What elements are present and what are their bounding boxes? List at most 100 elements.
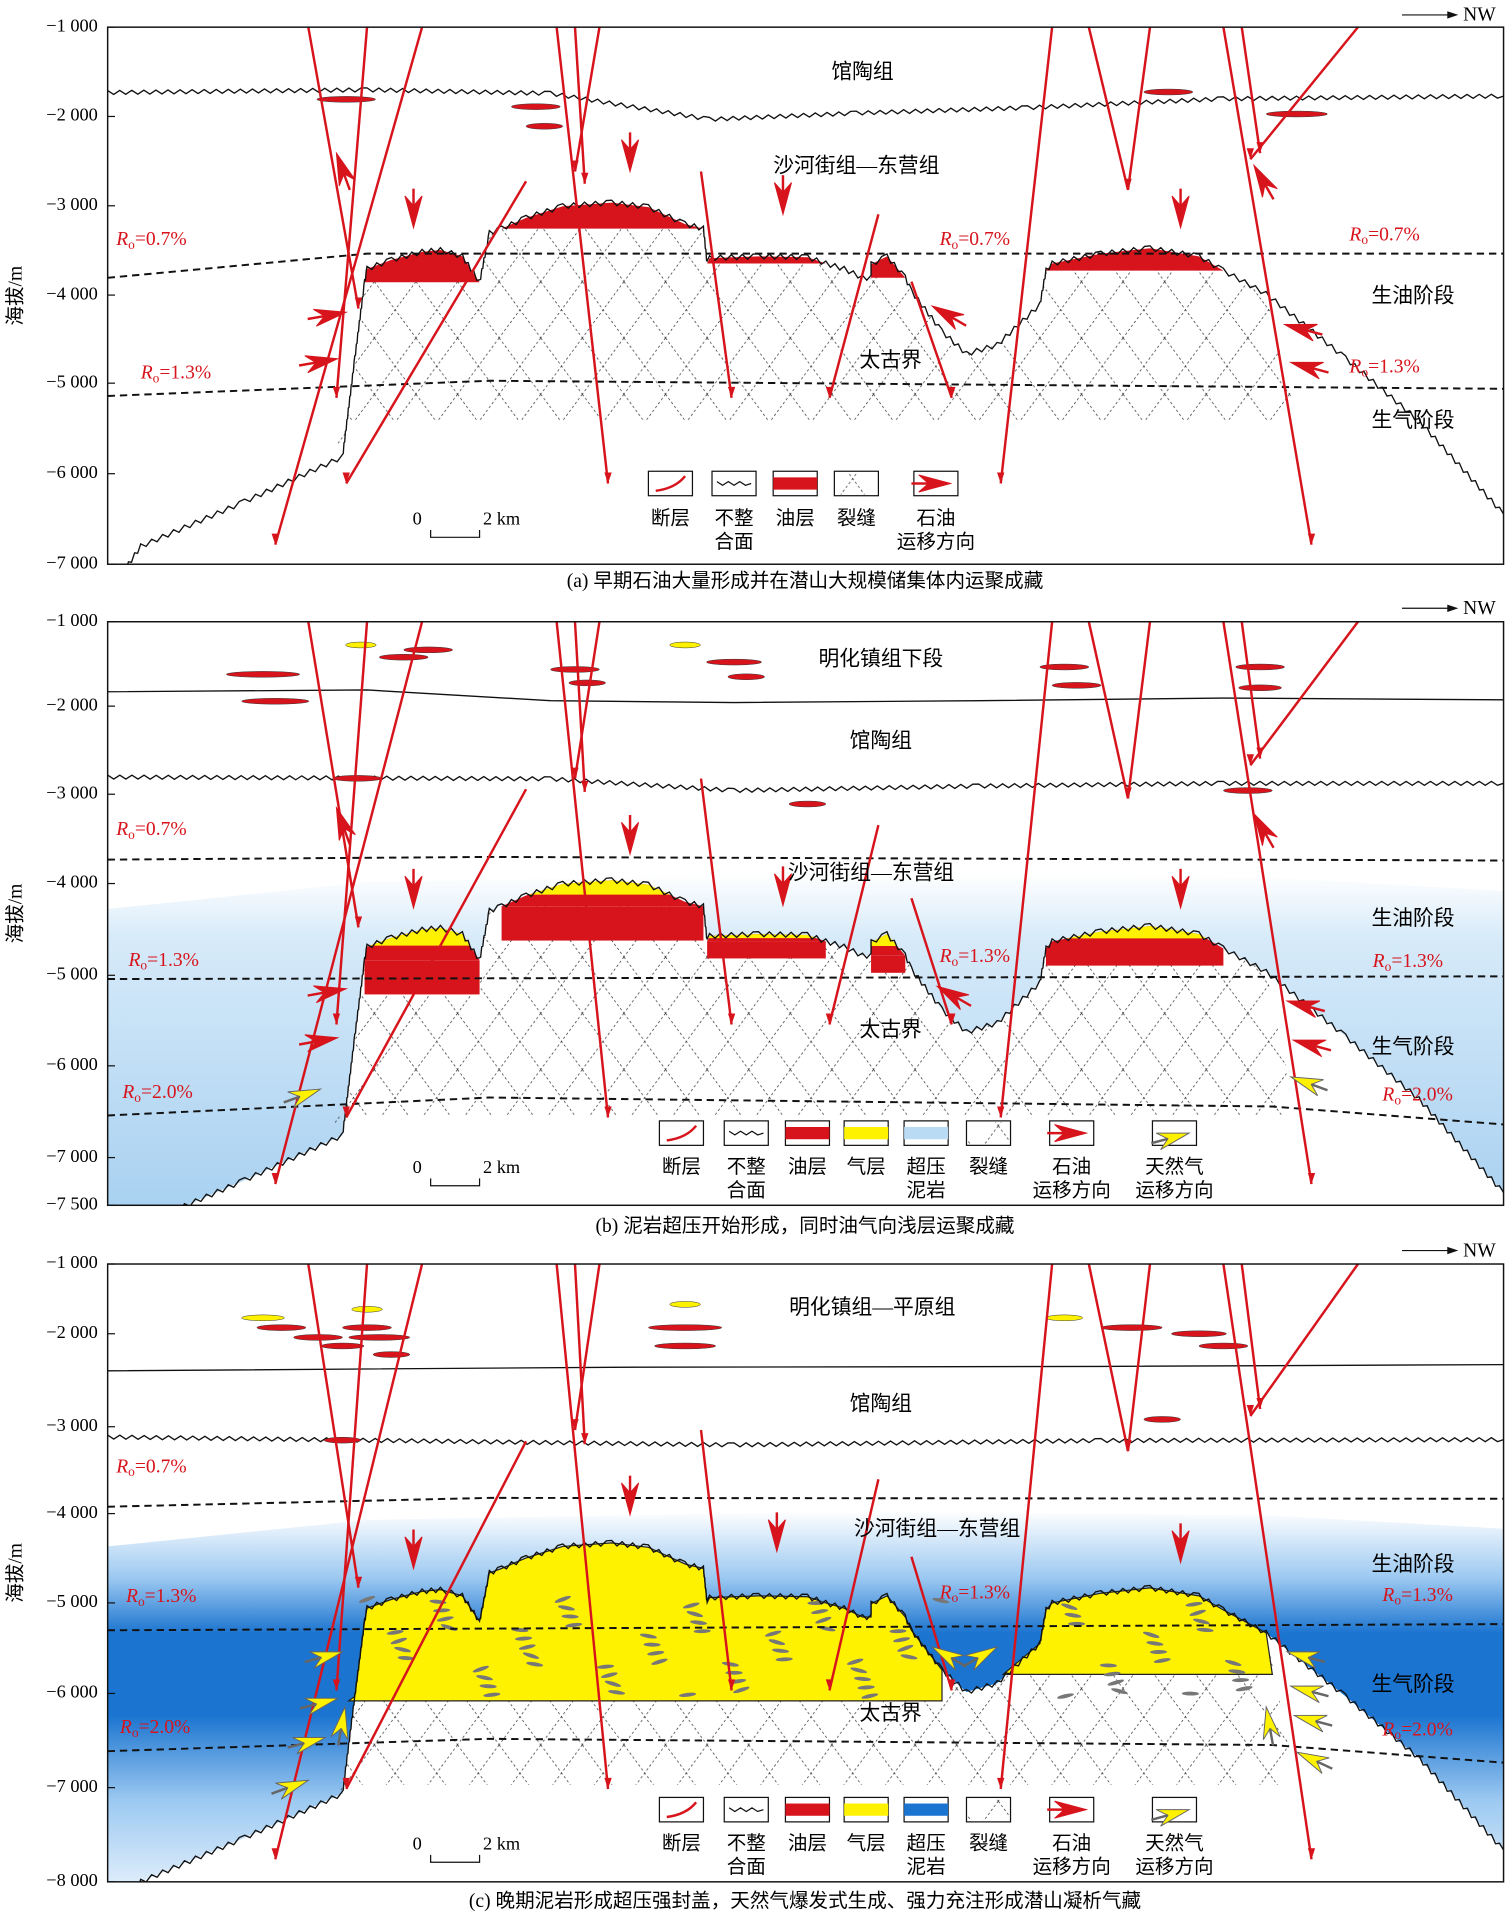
- north-label: NW: [1463, 598, 1496, 619]
- arrow-shaft: [1307, 1005, 1326, 1013]
- arrow-shaft: [1151, 1137, 1169, 1145]
- ro-line: [107, 379, 1504, 397]
- ro-value: =2.0%: [139, 1717, 191, 1738]
- legend-item: 裂缝: [833, 470, 880, 530]
- ro-line: [107, 1737, 1504, 1764]
- fault: [555, 27, 610, 484]
- legend-label: 断层: [651, 508, 690, 530]
- fault: [345, 1440, 528, 1790]
- ro-line: [107, 252, 1504, 279]
- gas-streak: [775, 1657, 793, 1662]
- fault-arrow: [271, 533, 279, 545]
- fault-arrow: [342, 1777, 350, 1789]
- y-tick-label: −2 000: [46, 694, 98, 714]
- fault: [1222, 27, 1313, 545]
- oil-migration-arrow: [930, 305, 967, 330]
- gas-streak: [679, 1692, 697, 1697]
- legend-unconformity: [728, 1130, 764, 1136]
- oil-migration-arrow: [1171, 1523, 1190, 1565]
- ro-subscript: o: [134, 1090, 141, 1105]
- ro-label: Ro=1.3%: [140, 363, 211, 386]
- oil-migration-arrow: [1253, 163, 1278, 200]
- legend-fracture: [967, 1798, 1010, 1821]
- layer-label: 馆陶组: [831, 60, 893, 83]
- legend-label: 运移方向: [1135, 1856, 1213, 1878]
- gas-streak: [600, 1672, 618, 1679]
- legend-label: 天然气: [1145, 1156, 1204, 1178]
- layer-label: 明化镇组—平原组: [789, 1296, 955, 1319]
- fault-arrow: [825, 386, 834, 398]
- fault-arrow: [354, 297, 363, 309]
- arrow-head: [304, 355, 340, 374]
- gas-streak: [1068, 1621, 1086, 1626]
- arrow-head: [1291, 1039, 1327, 1058]
- ro-symbol: R: [939, 230, 952, 251]
- fault-arrow: [342, 472, 350, 484]
- legend-box: [658, 1796, 705, 1823]
- y-tick-label: −8 000: [46, 1870, 98, 1890]
- legend-label: 石油: [1052, 1833, 1091, 1855]
- fault: [1087, 1264, 1130, 1452]
- ro-subscript: o: [128, 237, 135, 252]
- gas-streak: [554, 1595, 571, 1603]
- scale-label: 0: [413, 508, 422, 528]
- gas-streak: [772, 1648, 790, 1653]
- ro-symbol: R: [939, 947, 952, 968]
- arrow-head: [1253, 812, 1278, 846]
- gas-streak: [1107, 1679, 1124, 1686]
- ro-symbol: R: [1381, 1720, 1394, 1741]
- gas-migration-arrow: [1262, 1705, 1281, 1746]
- fault: [910, 897, 953, 1025]
- ro-label: Ro=0.7%: [115, 1457, 186, 1480]
- fault: [573, 1264, 587, 1445]
- oil-migration-arrow: [1171, 868, 1190, 910]
- oil-layer: [364, 250, 480, 283]
- oil-lens: [379, 654, 429, 661]
- arrow-head: [335, 805, 356, 841]
- gas-migration-arrow: [1288, 1076, 1328, 1097]
- arrow-head: [313, 985, 349, 1004]
- oil-lens: [293, 1334, 343, 1341]
- ro-subscript: o: [1361, 232, 1368, 247]
- gas-streak: [639, 1633, 657, 1639]
- gas-streak: [1146, 1641, 1164, 1646]
- gas-streak: [900, 1654, 918, 1660]
- oil-migration-arrow: [1047, 1800, 1089, 1819]
- gas-streak: [561, 1614, 579, 1619]
- arrow-shaft: [1315, 1719, 1333, 1727]
- gas-lens: [351, 1306, 383, 1313]
- ro-value: =1.3%: [958, 947, 1010, 968]
- ro-value: =2.0%: [1401, 1720, 1453, 1741]
- oil-layer: [707, 941, 826, 959]
- legend-item: 断层: [658, 1120, 705, 1178]
- arrow-shaft: [1311, 1690, 1329, 1698]
- ro-symbol: R: [1381, 1085, 1394, 1106]
- ro-subscript: o: [952, 954, 959, 969]
- ro-value: =1.3%: [159, 363, 211, 384]
- oil-lens: [241, 698, 310, 705]
- fault: [828, 214, 880, 399]
- oil-lens: [1198, 1342, 1249, 1350]
- legend-label: 油层: [776, 508, 815, 530]
- arrow-shaft: [1310, 1083, 1328, 1092]
- legend-oil: [785, 1803, 830, 1816]
- oil-lens: [348, 1334, 411, 1341]
- gas-layer: [1066, 926, 1207, 939]
- y-tick-label: −2 000: [46, 105, 98, 125]
- layer-label: 沙河街组—东营组: [854, 1517, 1020, 1540]
- gas-streak: [1099, 1663, 1117, 1668]
- oil-lens: [1238, 684, 1282, 691]
- legend-gas: [844, 1803, 889, 1816]
- gas-streak: [608, 1690, 626, 1695]
- arrow-head: [1288, 1685, 1324, 1704]
- gas-migration-arrow: [1151, 1132, 1191, 1151]
- fault-arrow: [948, 1013, 956, 1025]
- fault: [1249, 1264, 1359, 1417]
- ro-label: Ro=1.3%: [1348, 357, 1419, 380]
- gas-migration-arrow: [271, 1779, 311, 1800]
- oil-migration-arrow: [335, 151, 356, 191]
- fault: [699, 778, 733, 1025]
